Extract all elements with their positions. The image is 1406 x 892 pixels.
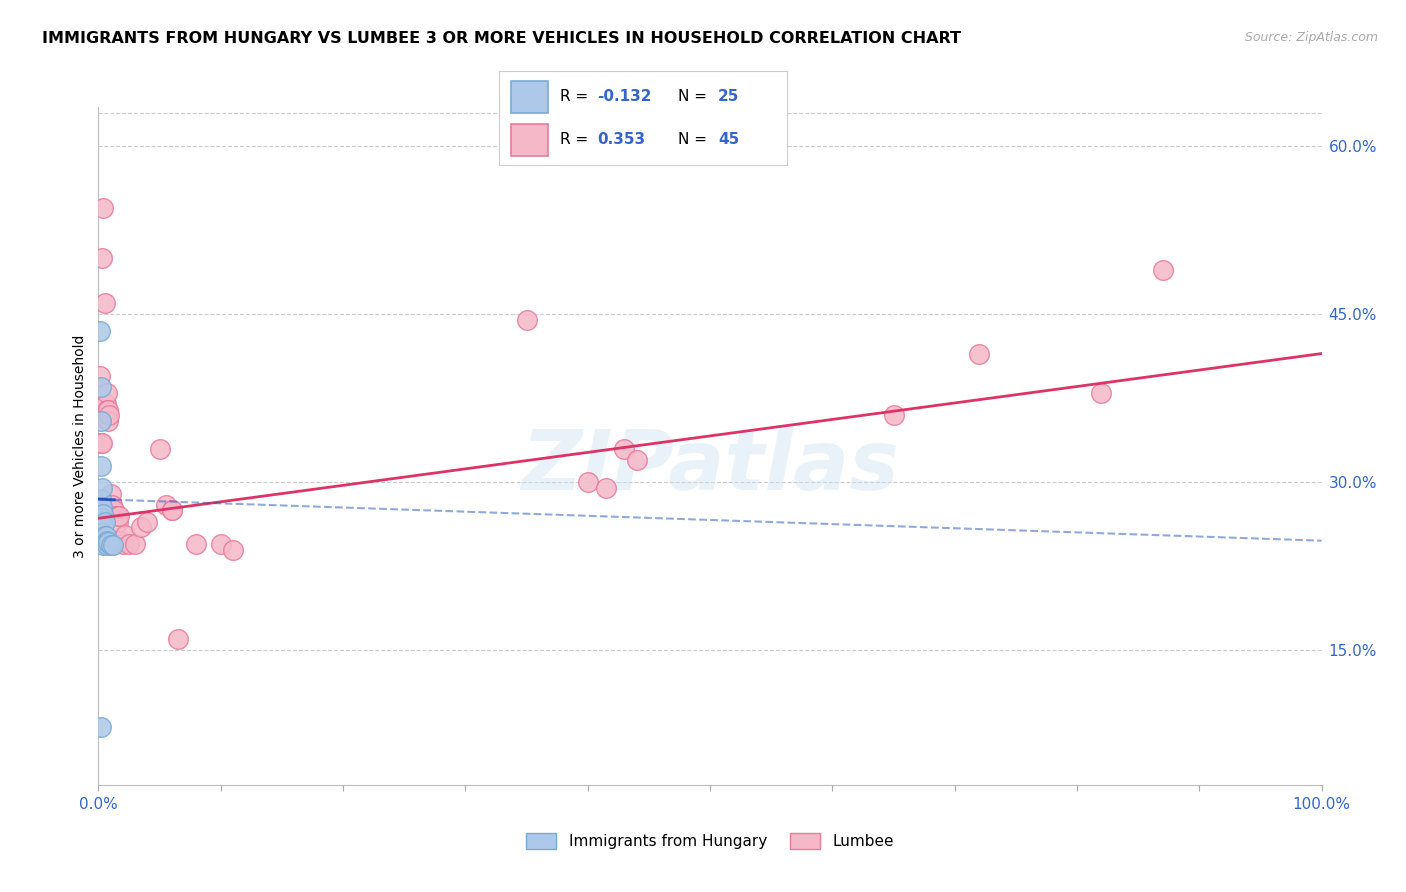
Point (129, 520, 152, 534)
Point (90, 414, 112, 428)
Point (114, 528, 136, 542)
FancyBboxPatch shape (510, 124, 548, 156)
Point (967, 346, 990, 360)
Point (91, 252, 114, 266)
Point (626, 453, 648, 467)
Point (101, 503, 124, 517)
Text: 45: 45 (718, 132, 740, 147)
Point (94, 529, 117, 543)
Point (160, 503, 183, 517)
Point (91, 500, 114, 514)
Point (89, 324, 111, 338)
Point (108, 509, 131, 524)
Point (90, 458, 112, 473)
Y-axis label: 3 or more Vehicles in Household: 3 or more Vehicles in Household (73, 334, 87, 558)
Point (90, 492, 112, 507)
Point (101, 538, 124, 552)
Point (110, 533, 132, 548)
Point (105, 509, 128, 524)
Point (222, 542, 245, 557)
Point (91, 529, 114, 543)
Text: Source: ZipAtlas.com: Source: ZipAtlas.com (1244, 31, 1378, 45)
Point (515, 313, 537, 327)
Point (97, 402, 120, 417)
Text: -0.132: -0.132 (598, 89, 651, 104)
Point (96, 538, 118, 552)
Point (91, 518, 114, 533)
Point (100, 486, 122, 500)
Text: R =: R = (560, 132, 593, 147)
Point (97, 414, 120, 428)
Point (97, 534, 120, 549)
FancyBboxPatch shape (510, 81, 548, 112)
Point (104, 509, 127, 524)
Point (90, 720, 112, 734)
Text: R =: R = (560, 89, 593, 104)
Point (91, 503, 114, 517)
Point (1090, 385, 1112, 400)
Point (91, 520, 114, 534)
Point (93, 515, 115, 529)
Point (91, 436, 114, 450)
Point (155, 498, 177, 512)
Point (107, 515, 129, 529)
Point (136, 515, 159, 529)
Point (595, 481, 617, 495)
Point (883, 408, 905, 422)
Point (576, 475, 599, 490)
Point (100, 538, 122, 552)
Point (111, 537, 134, 551)
Point (91, 538, 114, 552)
Point (1152, 262, 1174, 277)
Point (90, 436, 112, 450)
Text: N =: N = (678, 89, 711, 104)
Point (103, 503, 125, 517)
Point (91, 525, 114, 540)
Text: 25: 25 (718, 89, 740, 104)
Point (124, 537, 146, 551)
Point (118, 537, 141, 551)
Point (149, 442, 172, 456)
Point (89, 368, 111, 383)
Point (93, 529, 115, 543)
Legend: Immigrants from Hungary, Lumbee: Immigrants from Hungary, Lumbee (520, 827, 900, 855)
Point (101, 498, 124, 512)
Point (613, 442, 636, 456)
Point (209, 537, 232, 551)
Point (186, 537, 208, 551)
Point (91, 201, 114, 215)
Point (96, 533, 118, 548)
Point (91, 507, 114, 521)
Point (91, 481, 114, 495)
Point (167, 632, 190, 647)
Text: IMMIGRANTS FROM HUNGARY VS LUMBEE 3 OR MORE VEHICLES IN HOUSEHOLD CORRELATION CH: IMMIGRANTS FROM HUNGARY VS LUMBEE 3 OR M… (42, 31, 962, 46)
Point (91, 511, 114, 525)
Text: N =: N = (678, 132, 711, 147)
Point (96, 385, 118, 400)
Point (98, 408, 121, 422)
Point (160, 503, 183, 517)
Point (94, 534, 117, 549)
Text: ZIPatlas: ZIPatlas (522, 425, 898, 507)
Point (96, 402, 118, 417)
Text: 0.353: 0.353 (598, 132, 645, 147)
Point (91, 533, 114, 548)
Point (90, 380, 112, 394)
Point (94, 397, 117, 411)
Point (93, 296, 115, 310)
